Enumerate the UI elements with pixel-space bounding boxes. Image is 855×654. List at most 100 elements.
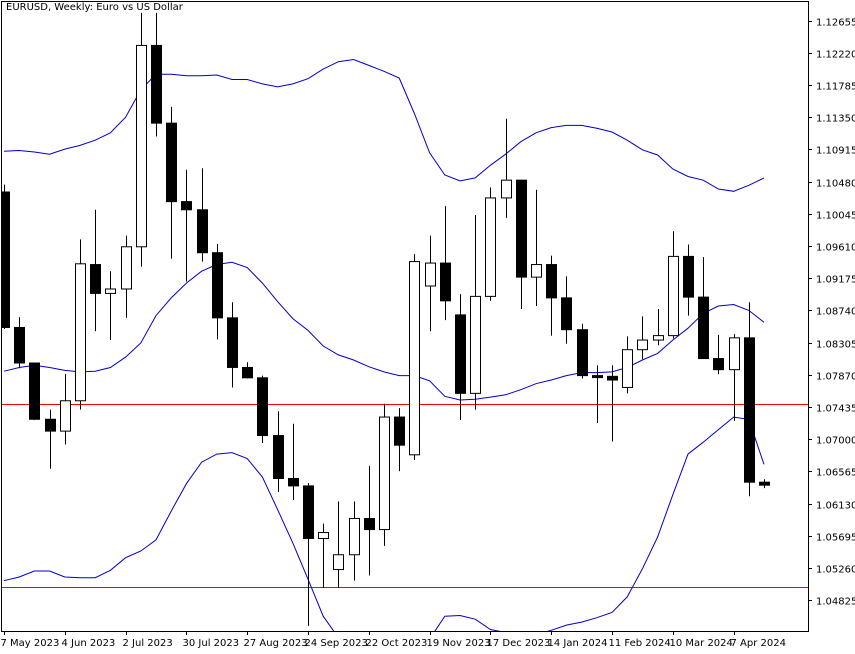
candle	[622, 336, 633, 394]
candle	[668, 231, 679, 339]
candle-body	[242, 366, 253, 379]
candle-body	[546, 264, 557, 299]
candle-body	[470, 295, 481, 394]
x-tick-label: 7 Apr 2024	[731, 638, 786, 649]
candle-body	[288, 477, 299, 487]
candle	[379, 403, 390, 546]
x-tick-label: 17 Dec 2023	[487, 638, 551, 649]
candle	[425, 235, 436, 332]
candle-body	[333, 554, 344, 571]
candle	[288, 423, 299, 500]
candle-body	[485, 197, 496, 297]
candle-body	[227, 317, 238, 368]
candle	[561, 276, 572, 344]
candle	[653, 308, 664, 346]
candle-body	[318, 532, 329, 539]
candle-body	[212, 252, 223, 319]
candle-body	[379, 416, 390, 531]
candle	[181, 169, 192, 282]
candle	[577, 323, 588, 379]
candle	[637, 316, 648, 360]
candle-body	[698, 296, 709, 360]
candle	[394, 408, 405, 472]
candle-body	[713, 358, 724, 371]
candle-body	[455, 314, 466, 394]
candle	[531, 189, 542, 307]
candle	[592, 365, 603, 423]
x-tick-label: 30 Jul 2023	[183, 638, 240, 649]
y-tick-label: 1.12655	[816, 18, 855, 29]
candle	[364, 465, 375, 576]
candle-body	[622, 349, 633, 388]
y-tick-label: 1.06130	[816, 501, 855, 512]
y-tick-label: 1.10045	[816, 211, 855, 222]
y-tick-label: 1.06565	[816, 468, 855, 479]
y-tick-label: 1.12220	[816, 50, 855, 61]
candle-body	[440, 262, 451, 302]
x-tick-label: 22 Oct 2023	[366, 638, 428, 649]
candle	[546, 255, 557, 336]
candle	[121, 235, 132, 318]
y-tick-label: 1.05695	[816, 533, 855, 544]
candle-body	[197, 209, 208, 254]
candle	[683, 244, 694, 316]
candle	[105, 271, 116, 341]
candle	[60, 374, 71, 445]
candle-body	[273, 435, 284, 479]
candle	[318, 523, 329, 589]
candle-body	[45, 418, 56, 432]
x-tick-label: 4 Jun 2023	[62, 638, 116, 649]
x-tick-label: 10 Mar 2024	[670, 638, 733, 649]
candle-body	[607, 375, 618, 381]
y-tick-label: 1.09610	[816, 243, 855, 254]
x-tick-label: 27 Aug 2023	[244, 638, 308, 649]
x-tick-label: 19 Nov 2023	[427, 638, 491, 649]
candle-body	[516, 179, 527, 278]
y-tick-label: 1.07435	[816, 404, 855, 415]
candle	[45, 409, 56, 469]
candle	[349, 501, 360, 581]
x-tick-label: 7 May 2023	[1, 638, 60, 649]
candle	[455, 294, 466, 421]
y-tick-label: 1.08305	[816, 340, 855, 351]
candle	[333, 501, 344, 589]
candle-body	[136, 44, 147, 248]
y-tick-label: 1.07870	[816, 372, 855, 383]
candle	[29, 362, 40, 421]
candle-body	[729, 337, 740, 371]
y-tick-label: 1.09175	[816, 275, 855, 286]
candle-body	[181, 201, 192, 211]
candle-body	[425, 262, 436, 287]
candle-body	[744, 337, 755, 483]
x-tick-label: 24 Sep 2023	[305, 638, 368, 649]
y-tick-label: 1.10480	[816, 179, 855, 190]
bollinger-middle-band	[3, 261, 765, 401]
y-tick-label: 1.08740	[816, 307, 855, 318]
candle-body	[577, 329, 588, 377]
candle-body	[151, 44, 162, 124]
candle	[759, 479, 770, 489]
bollinger-upper-band	[3, 58, 765, 192]
x-tick-label: 14 Jan 2024	[548, 638, 608, 649]
candle	[197, 168, 208, 262]
candle-body	[349, 517, 360, 556]
x-tick-label: 11 Feb 2024	[609, 638, 671, 649]
y-tick-label: 1.11785	[816, 82, 855, 93]
candle	[90, 209, 101, 332]
bollinger-lower-band	[3, 416, 765, 631]
candle-body	[121, 246, 132, 290]
candle-body	[409, 261, 420, 456]
candle	[409, 254, 420, 460]
candle-body	[394, 416, 405, 446]
y-tick-label: 1.11350	[816, 114, 855, 125]
candle	[698, 257, 709, 360]
candle	[516, 179, 527, 309]
candle	[212, 243, 223, 340]
candle-body	[257, 377, 268, 437]
x-tick-label: 2 Jul 2023	[123, 638, 173, 649]
plot-frame	[1, 1, 809, 632]
candle-body	[561, 297, 572, 331]
candle-body	[75, 263, 86, 402]
